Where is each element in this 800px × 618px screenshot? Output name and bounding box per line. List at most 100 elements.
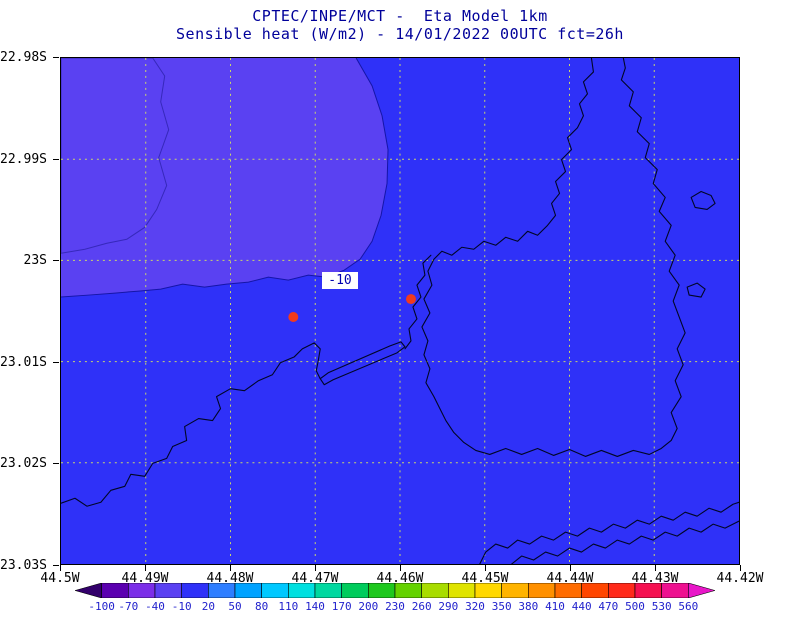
x-axis-label: 44.5W	[40, 571, 80, 586]
colorbar-segment	[421, 582, 449, 599]
plot-title-line1: CPTEC/INPE/MCT - Eta Model 1km	[252, 7, 548, 25]
colorbar-label: 320	[465, 600, 485, 613]
coastline-east-landmass	[421, 58, 686, 457]
colorbar-segment	[208, 582, 236, 599]
colorbar-label: 530	[651, 600, 672, 613]
y-axis-labels: 22.98S 22.99S 23S 23.01S 23.02S 23.03S	[0, 50, 55, 573]
y-axis-tick	[53, 361, 59, 363]
x-axis-label: 44.43W	[631, 571, 679, 586]
x-axis-label: 44.45W	[461, 571, 509, 586]
colorbar-label: 470	[598, 600, 619, 613]
y-axis-label: 23.03S	[0, 558, 47, 573]
coastline-channel-west	[404, 254, 432, 350]
colorbar-segment	[154, 582, 182, 599]
y-axis-tick	[53, 158, 59, 160]
colorbar-segment	[528, 582, 556, 599]
coastline-west-mainland	[61, 342, 321, 507]
map-plot-area	[60, 57, 740, 565]
colorbar-segment	[341, 582, 369, 599]
colorbar-label: 50	[228, 600, 242, 613]
colorbar-label: 350	[491, 600, 512, 613]
colorbar-label: 260	[411, 600, 432, 613]
station-dot-2	[405, 294, 416, 305]
island-northeast	[690, 190, 716, 210]
colorbar-segment	[661, 582, 689, 599]
colorbar-label: 230	[385, 600, 405, 613]
coastline-southeast-inner	[511, 520, 739, 564]
y-axis-label: 23S	[23, 253, 47, 269]
colorbar-label: 110	[278, 600, 299, 613]
colorbar-segment	[234, 582, 262, 599]
colorbar-segment	[394, 582, 422, 599]
colorbar-segment	[474, 582, 502, 599]
x-axis-label: 44.46W	[376, 571, 424, 586]
x-axis-tick	[740, 565, 741, 571]
colorbar-label: 140	[305, 600, 325, 613]
colorbar-label: 20	[201, 600, 215, 613]
y-axis-tick	[53, 565, 59, 566]
colorbar-label: 380	[518, 600, 539, 613]
x-axis-label: 44.49W	[121, 571, 169, 586]
x-axis-tick	[400, 565, 401, 571]
colorbar-segment	[448, 582, 476, 599]
station-dot-1	[288, 311, 299, 322]
colorbar-label: 410	[545, 600, 565, 613]
colorbar-segment	[314, 582, 342, 599]
x-axis-tick	[230, 565, 231, 571]
colorbar-segment	[581, 582, 609, 599]
colorbar-label: 500	[625, 600, 645, 613]
y-axis-tick	[53, 260, 59, 262]
colorbar-label: -70	[118, 600, 139, 613]
colorbar-wrap	[73, 582, 717, 599]
x-axis-tick	[145, 565, 146, 571]
y-axis-label: 22.98S	[0, 50, 47, 65]
shade-band-m70-to-m40	[61, 58, 170, 254]
colorbar-label: 440	[571, 600, 592, 613]
colorbar-segment	[688, 582, 717, 599]
contour-label: -10	[322, 272, 358, 289]
x-axis-label: 44.47W	[291, 571, 339, 586]
x-axis-tick	[485, 565, 486, 571]
x-axis-labels: 44.5W 44.49W 44.48W 44.47W 44.46W 44.45W 44.44…	[40, 571, 763, 587]
colorbar-segment	[101, 582, 129, 599]
x-axis-label: 44.48W	[206, 571, 254, 586]
colorbar-labels: -100 -70 -40 -10 20 50 80 110 140 170 200 230 260 290…	[75, 600, 715, 613]
coastline-southeast-outer	[479, 501, 739, 564]
y-axis-tick	[53, 57, 59, 58]
x-axis-tick	[315, 565, 316, 571]
y-axis-tick	[53, 463, 59, 465]
map-svg	[61, 58, 739, 564]
y-axis-label: 23.01S	[0, 354, 47, 370]
colorbar-segment	[554, 582, 582, 599]
colorbar-segment	[288, 582, 316, 599]
colorbar-segment	[261, 582, 289, 599]
y-axis-label: 23.02S	[0, 456, 47, 472]
colorbar-segment	[368, 582, 396, 599]
x-axis-tick	[60, 565, 61, 571]
x-axis-label: 44.42W	[716, 571, 764, 586]
coastline-harbor-spit	[319, 341, 406, 386]
plot-title-line2: Sensible heat (W/m2) - 14/01/2022 00UTC …	[176, 25, 624, 43]
colorbar-segment	[73, 582, 102, 599]
x-axis-label: 44.44W	[546, 571, 594, 586]
colorbar-label: 290	[438, 600, 459, 613]
x-axis-tick	[570, 565, 571, 571]
colorbar	[73, 582, 717, 599]
coastlines-layer	[61, 58, 739, 564]
colorbar-label: 80	[255, 600, 269, 613]
colorbar-segment	[501, 582, 529, 599]
x-axis-tick	[655, 565, 656, 571]
contour-line-m10	[61, 58, 389, 298]
colorbar-segment	[634, 582, 662, 599]
shade-band-m40-to-m10	[61, 58, 389, 298]
island-east	[686, 282, 706, 298]
colorbar-label: 200	[358, 600, 379, 613]
y-axis-label: 22.99S	[0, 151, 47, 167]
colorbar-label: -100	[88, 600, 115, 613]
colorbar-label: -10	[171, 600, 192, 613]
colorbar-segment	[608, 582, 636, 599]
colorbar-segment	[128, 582, 156, 599]
colorbar-label: -40	[145, 600, 165, 613]
colorbar-label: 560	[678, 600, 699, 613]
